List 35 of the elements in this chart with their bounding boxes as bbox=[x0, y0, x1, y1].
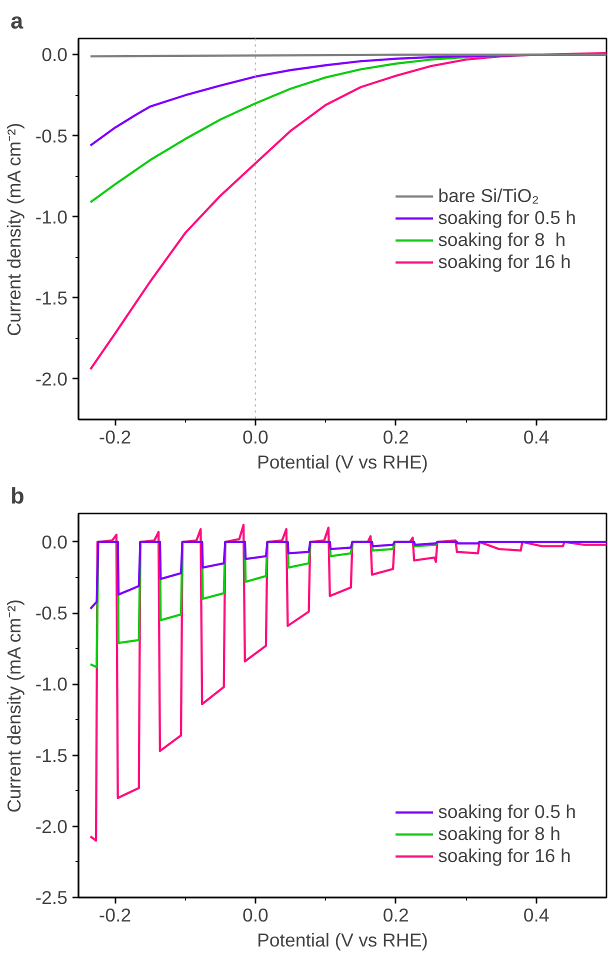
legend-label: soaking for 0.5 h bbox=[438, 206, 576, 228]
legend-label: soaking for 16 h bbox=[438, 250, 571, 272]
y-tick-label: 0.0 bbox=[42, 531, 68, 552]
y-tick-label: -2.0 bbox=[35, 816, 68, 837]
x-tick-label: -0.2 bbox=[98, 426, 132, 448]
x-tick-label: 0.0 bbox=[242, 426, 268, 448]
y-tick-label: -2.5 bbox=[35, 887, 68, 908]
chart-title: a bbox=[10, 8, 24, 34]
y-tick-label: -1.5 bbox=[35, 744, 68, 766]
y-tick-label: -1.0 bbox=[35, 674, 68, 695]
chart-title: b bbox=[10, 482, 24, 508]
legend-label: soaking for 16 h bbox=[438, 845, 571, 867]
line-series bbox=[89, 524, 606, 842]
line-series bbox=[89, 540, 606, 610]
x-tick-label: 0.2 bbox=[382, 426, 409, 448]
x-tick-label: 0.0 bbox=[242, 904, 268, 926]
x-axis-title: Potential (V vs RHE) bbox=[256, 930, 428, 950]
y-tick-label: 0.0 bbox=[42, 44, 68, 66]
x-tick-label: 0.4 bbox=[523, 904, 550, 926]
y-tick-label: -1.0 bbox=[35, 206, 68, 228]
y-tick-label: -0.5 bbox=[35, 602, 68, 624]
legend-label: soaking for 8 h bbox=[438, 228, 566, 250]
y-axis-title: Current density (mA cm⁻²) bbox=[3, 599, 24, 813]
x-tick-label: 0.4 bbox=[523, 426, 550, 448]
line-series bbox=[89, 52, 606, 370]
x-tick-label: -0.2 bbox=[98, 904, 132, 926]
y-tick-label: -2.0 bbox=[35, 368, 68, 390]
x-tick-label: 0.2 bbox=[382, 904, 409, 926]
y-tick-label: -1.5 bbox=[35, 287, 68, 308]
y-axis-title: Current density (mA cm⁻²) bbox=[3, 122, 24, 336]
legend-label: bare Si/TiO₂ bbox=[438, 184, 539, 206]
y-tick-label: -0.5 bbox=[35, 125, 68, 146]
legend-label: soaking for 0.5 h bbox=[438, 801, 576, 823]
x-axis-title: Potential (V vs RHE) bbox=[256, 452, 428, 472]
legend-label: soaking for 8 h bbox=[438, 823, 560, 845]
